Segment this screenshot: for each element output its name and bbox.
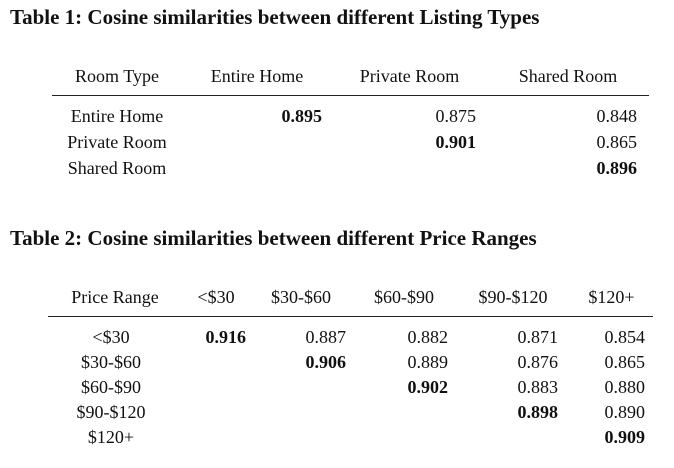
table-cell: [182, 132, 332, 158]
row-label: Entire Home: [70, 106, 164, 126]
table-cell: 0.916: [205, 327, 247, 347]
row-label: <$30: [92, 327, 130, 347]
table-1-caption: Table 1: Cosine similarities between dif…: [10, 5, 540, 29]
table-cell: 0.906: [305, 352, 347, 372]
table-cell: 0.890: [604, 402, 646, 422]
table-cell: 0.889: [407, 352, 449, 372]
table-cell: [182, 427, 250, 452]
row-label: Private Room: [67, 132, 167, 152]
table-row: Private Room 0.901 0.865: [52, 132, 649, 158]
table-cell: [250, 427, 352, 452]
column-header: Entire Home: [210, 66, 304, 86]
row-label: $30-$60: [81, 352, 141, 372]
table-cell: 0.898: [517, 402, 559, 422]
row-label: Shared Room: [67, 158, 167, 178]
table-cell: [250, 377, 352, 402]
table-row: Shared Room 0.896: [52, 158, 649, 184]
column-header: Private Room: [359, 66, 460, 86]
table-cell: [182, 352, 250, 377]
table-header-row: Room Type Entire Home Private Room Share…: [52, 64, 649, 96]
table-cell: 0.896: [596, 158, 638, 178]
listing-types-table: Room Type Entire Home Private Room Share…: [52, 64, 649, 184]
table-cell: 0.871: [517, 327, 559, 347]
table-cell: 0.848: [596, 106, 638, 126]
table-cell: 0.887: [305, 327, 347, 347]
table-cell: 0.854: [604, 327, 646, 347]
table-2-caption: Table 2: Cosine similarities between dif…: [10, 226, 537, 250]
column-header: <$30: [197, 287, 235, 307]
table-cell: 0.895: [281, 106, 323, 126]
table-cell: [456, 427, 570, 452]
table-cell: [182, 158, 332, 184]
price-ranges-table: Price Range <$30 $30-$60 $60-$90 $90-$12…: [48, 285, 653, 452]
table-cell: [352, 402, 456, 427]
table-row: $120+ 0.909: [48, 427, 653, 452]
table-cell: 0.901: [435, 132, 477, 152]
table-cell: 0.880: [604, 377, 646, 397]
table-cell: [182, 377, 250, 402]
table-row: <$30 0.916 0.887 0.882 0.871 0.854: [48, 317, 653, 353]
table-cell: 0.883: [517, 377, 559, 397]
table-header-row: Price Range <$30 $30-$60 $60-$90 $90-$12…: [48, 285, 653, 317]
table-cell: 0.902: [407, 377, 449, 397]
row-label: $90-$120: [76, 402, 146, 422]
table-cell: [250, 402, 352, 427]
table-row: $30-$60 0.906 0.889 0.876 0.865: [48, 352, 653, 377]
table-cell: [352, 427, 456, 452]
row-label: $60-$90: [81, 377, 141, 397]
column-header: $120+: [588, 287, 635, 307]
table-row: $90-$120 0.898 0.890: [48, 402, 653, 427]
table-row: $60-$90 0.902 0.883 0.880: [48, 377, 653, 402]
column-header: Shared Room: [518, 66, 618, 86]
table-cell: [182, 402, 250, 427]
table-cell: 0.876: [517, 352, 559, 372]
column-header: $90-$120: [478, 287, 548, 307]
table-cell: [332, 158, 487, 184]
table-cell: 0.865: [604, 352, 646, 372]
row-label: $120+: [87, 427, 135, 447]
table-cell: 0.909: [604, 427, 646, 447]
column-header: $30-$60: [271, 287, 331, 307]
table-cell: 0.882: [407, 327, 449, 347]
column-header: Price Range: [71, 287, 159, 307]
table-cell: 0.865: [596, 132, 638, 152]
table-cell: 0.875: [435, 106, 477, 126]
column-header: $60-$90: [374, 287, 434, 307]
table-row: Entire Home 0.895 0.875 0.848: [52, 96, 649, 133]
column-header: Room Type: [75, 66, 159, 86]
